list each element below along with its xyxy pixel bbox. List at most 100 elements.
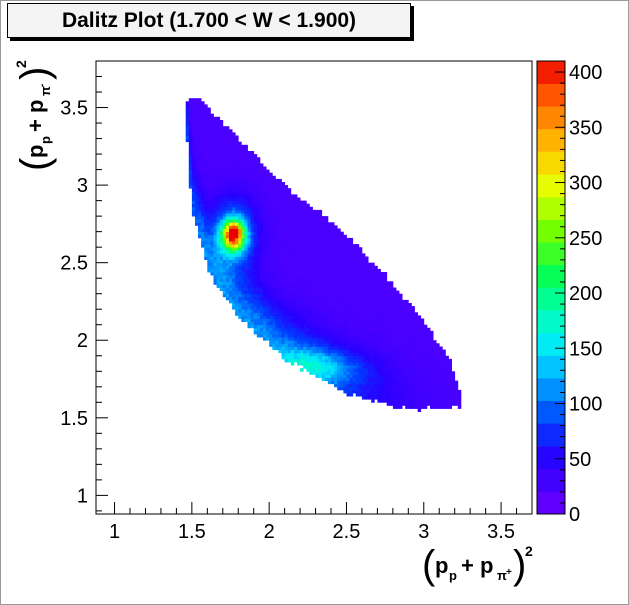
heatmap-cell [256, 306, 261, 310]
heatmap-cell [216, 228, 221, 232]
heatmap-cell [312, 343, 316, 347]
heatmap-cell [411, 371, 415, 375]
heatmap-cell [386, 306, 391, 310]
heatmap-cell [402, 377, 406, 381]
heatmap-cell [290, 303, 295, 307]
heatmap-cell [266, 272, 270, 276]
heatmap-cell [417, 408, 422, 412]
heatmap-cell [278, 340, 282, 344]
heatmap-cell [315, 306, 319, 310]
heatmap-cell [426, 386, 431, 391]
heatmap-cell [247, 272, 251, 276]
heatmap-cell [204, 132, 208, 136]
heatmap-cell [235, 306, 239, 310]
heatmap-cell [371, 368, 375, 372]
heatmap-cell [222, 138, 227, 143]
heatmap-cell [414, 327, 418, 332]
heatmap-cell [281, 213, 285, 217]
heatmap-cell [222, 247, 227, 251]
heatmap-cell [290, 309, 295, 313]
heatmap-cell [244, 299, 248, 304]
heatmap-cell [433, 368, 437, 372]
heatmap-cell [244, 191, 248, 195]
heatmap-cell [380, 290, 384, 295]
heatmap-cell [321, 216, 326, 220]
heatmap-cell [201, 157, 205, 161]
heatmap-cell [361, 386, 366, 391]
heatmap-cell [207, 259, 211, 264]
heatmap-cell [371, 396, 375, 400]
heatmap-cell [275, 200, 279, 205]
heatmap-cell [256, 256, 261, 260]
heatmap-cell [219, 129, 224, 133]
heatmap-cell [225, 287, 230, 291]
heatmap-cell [225, 231, 230, 236]
heatmap-cell [340, 287, 344, 291]
heatmap-cell [340, 321, 344, 326]
heatmap-cell [293, 334, 298, 338]
heatmap-cell [250, 268, 255, 273]
heatmap-cell [281, 182, 285, 186]
heatmap-cell [334, 315, 338, 319]
heatmap-cell [420, 393, 425, 397]
heatmap-cell [340, 334, 344, 338]
heatmap-cell [321, 324, 326, 329]
heatmap-cell [216, 231, 221, 236]
heatmap-cell [266, 278, 270, 282]
heatmap-cell [380, 330, 384, 335]
heatmap-cell [287, 194, 292, 198]
heatmap-cell [331, 293, 335, 298]
heatmap-cell [399, 352, 403, 357]
heatmap-cell [340, 374, 344, 378]
heatmap-cell [195, 104, 199, 108]
heatmap-cell [232, 194, 236, 198]
heatmap-cell [309, 337, 313, 341]
heatmap-cell [303, 216, 307, 220]
heatmap-cell [365, 346, 369, 350]
heatmap-cell [306, 349, 310, 354]
heatmap-cell [272, 188, 276, 192]
heatmap-cell [315, 355, 319, 360]
heatmap-cell [278, 306, 282, 310]
heatmap-cell [213, 206, 217, 211]
heatmap-cell [259, 213, 264, 217]
heatmap-cell [389, 284, 394, 288]
heatmap-cell [198, 225, 202, 229]
heatmap-cell [263, 278, 267, 282]
heatmap-cell [259, 253, 264, 257]
heatmap-cell [213, 275, 217, 279]
heatmap-cell [210, 120, 214, 124]
heatmap-cell [198, 194, 202, 198]
heatmap-cell [290, 306, 295, 310]
heatmap-cell [442, 374, 446, 378]
heatmap-cell [408, 327, 412, 332]
heatmap-cell [303, 231, 307, 236]
heatmap-cell [191, 129, 196, 133]
heatmap-cell [272, 337, 276, 341]
heatmap-cell [380, 327, 384, 332]
heatmap-cell [371, 352, 375, 357]
heatmap-cell [402, 380, 406, 385]
heatmap-cell [368, 383, 372, 388]
heatmap-cell [210, 113, 214, 118]
heatmap-cell [324, 278, 329, 282]
heatmap-cell [219, 209, 224, 214]
heatmap-cell [365, 303, 369, 307]
heatmap-cell [272, 324, 276, 329]
heatmap-cell [195, 113, 199, 118]
heatmap-cell [318, 234, 323, 239]
heatmap-cell [358, 303, 363, 307]
heatmap-cell [300, 321, 304, 326]
heatmap-cell [442, 396, 446, 400]
heatmap-cell [281, 188, 285, 192]
heatmap-cell [275, 225, 279, 229]
heatmap-cell [395, 290, 400, 295]
heatmap-cell [358, 321, 363, 326]
heatmap-cell [287, 290, 292, 295]
heatmap-cell [303, 250, 307, 254]
heatmap-cell [303, 278, 307, 282]
heatmap-cell [423, 380, 428, 385]
heatmap-cell [324, 293, 329, 298]
heatmap-cell [358, 337, 363, 341]
heatmap-cell [380, 371, 384, 375]
